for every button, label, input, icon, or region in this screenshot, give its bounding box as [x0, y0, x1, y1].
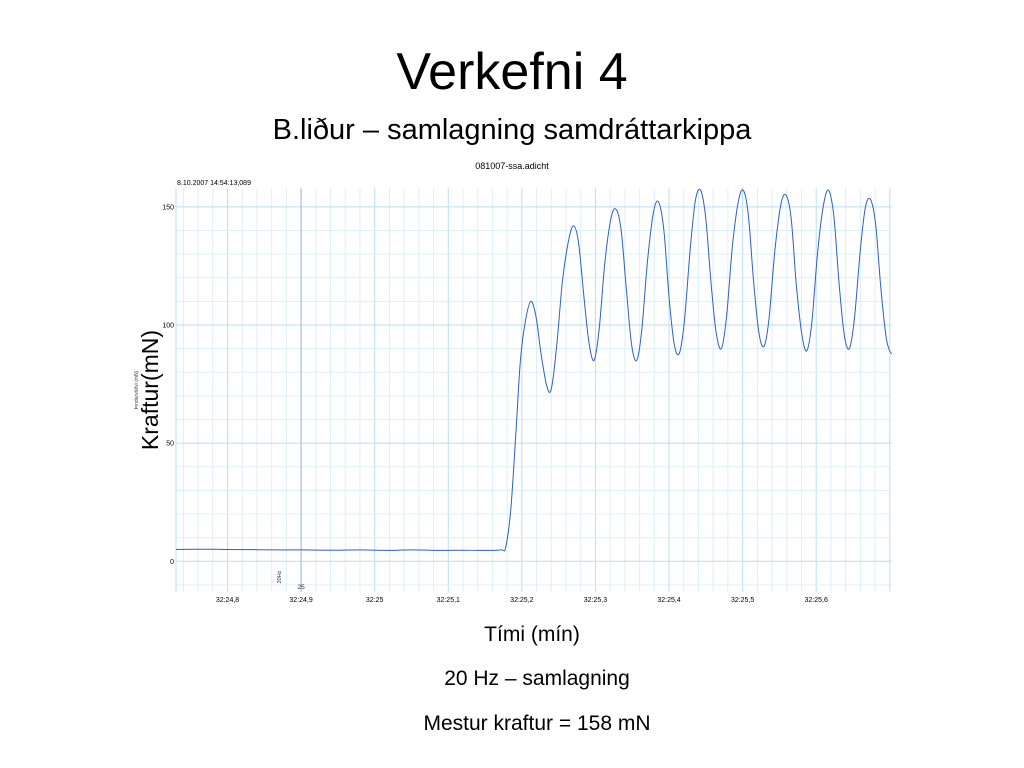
- max-force-note: Mestur kraftur = 158 mN: [423, 712, 651, 735]
- marker: 20Hz 25: [277, 188, 305, 592]
- y-tick-label: 0: [170, 559, 174, 566]
- chart-timestamp: 8.10.2007 14:54:13,089: [177, 180, 251, 187]
- y-tick-label: 100: [162, 323, 174, 330]
- y-tick-label: 150: [162, 204, 174, 211]
- tick-labels: 0 50 100 150 32:24,8 32:24,9 32:25 32:25,1 32:25…: [162, 204, 828, 604]
- x-axis-caption: Tími (mín): [484, 623, 580, 646]
- slide-title: Verkefni 4: [396, 43, 628, 101]
- x-tick-label: 32:24,8: [216, 597, 239, 604]
- x-tick-label: 32:25,4: [657, 597, 680, 604]
- marker-rotated-label: 20Hz: [277, 570, 283, 583]
- x-tick-label: 32:25,3: [584, 597, 607, 604]
- grid: [176, 188, 892, 592]
- slide-subtitle: B.liður – samlagning samdráttarkippa: [272, 114, 752, 146]
- chart-title: 081007-ssa.adicht: [475, 161, 549, 171]
- channel-label: Þindarvöðvi (mN): [133, 370, 140, 409]
- x-tick-label: 32:24,9: [289, 597, 312, 604]
- series-line: [175, 188, 893, 552]
- x-tick-label: 32:25,5: [731, 597, 754, 604]
- x-tick-label: 32:25,1: [437, 597, 460, 604]
- x-tick-label: 32:25: [366, 597, 384, 604]
- frequency-note: 20 Hz – samlagning: [444, 667, 630, 690]
- x-tick-label: 32:25,2: [510, 597, 533, 604]
- x-tick-label: 32:25,6: [805, 597, 828, 604]
- marker-label: 25: [297, 584, 305, 591]
- y-tick-label: 50: [166, 441, 174, 448]
